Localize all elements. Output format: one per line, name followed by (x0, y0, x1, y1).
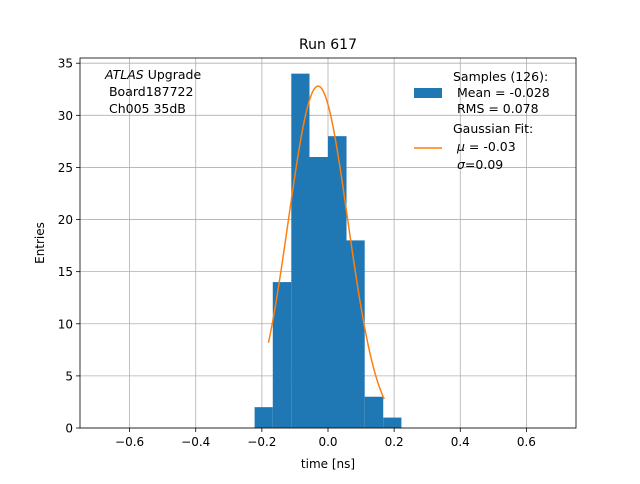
legend: Samples (126): Mean = -0.028 RMS = 0.078… (414, 69, 550, 172)
x-tick-label: 0.2 (385, 435, 404, 449)
y-tick-label: 25 (58, 161, 73, 175)
histogram-bar (346, 240, 365, 428)
x-tick-label: 0.4 (451, 435, 470, 449)
gaussian-fit-curve (267, 85, 385, 400)
histogram-bar (309, 157, 328, 428)
annotation-line-3: Ch005 35dB (105, 101, 186, 116)
y-tick-label: 35 (58, 57, 73, 71)
y-tick-label: 30 (58, 109, 73, 123)
legend-fit-sigma: σ=0.09 (453, 157, 503, 172)
legend-samples-title: Samples (126): (453, 69, 548, 84)
annotation-line-2: Board187722 (105, 84, 193, 99)
histogram-bar (364, 396, 384, 428)
info-annotation: ATLAS Upgrade Board187722 Ch005 35dB (104, 67, 201, 116)
annotation-line-1: ATLAS Upgrade (104, 67, 201, 82)
x-axis-label: time [ns] (301, 457, 355, 471)
legend-fit-mu: μ = -0.03 (453, 139, 516, 154)
y-tick-label: 10 (58, 317, 73, 331)
y-tick-label: 0 (65, 422, 73, 436)
histogram-bar (328, 136, 347, 429)
histogram-bars (254, 73, 402, 429)
legend-fit-title: Gaussian Fit: (453, 121, 533, 136)
legend-mean: Mean = -0.028 (453, 85, 550, 100)
x-tick-label: −0.4 (181, 435, 210, 449)
legend-rms: RMS = 0.078 (453, 101, 539, 116)
histogram-bar (291, 73, 310, 429)
legend-histogram-swatch (414, 88, 442, 98)
x-tick-label: −0.6 (115, 435, 144, 449)
histogram-bar (383, 417, 402, 428)
y-tick-label: 5 (65, 369, 73, 383)
y-tick-label: 20 (58, 213, 73, 227)
x-tick-label: −0.2 (247, 435, 276, 449)
y-axis-ticks: 0 5 10 15 20 25 30 35 (58, 57, 80, 436)
x-axis-ticks: −0.6 −0.4 −0.2 0.0 0.2 0.4 0.6 (115, 428, 536, 449)
y-tick-label: 15 (58, 265, 73, 279)
chart-title: Run 617 (299, 37, 357, 53)
histogram-bar (254, 407, 273, 428)
histogram-bar (272, 282, 292, 428)
x-tick-label: 0.6 (517, 435, 536, 449)
y-axis-label: Entries (33, 222, 47, 264)
x-tick-label: 0.0 (318, 435, 337, 449)
